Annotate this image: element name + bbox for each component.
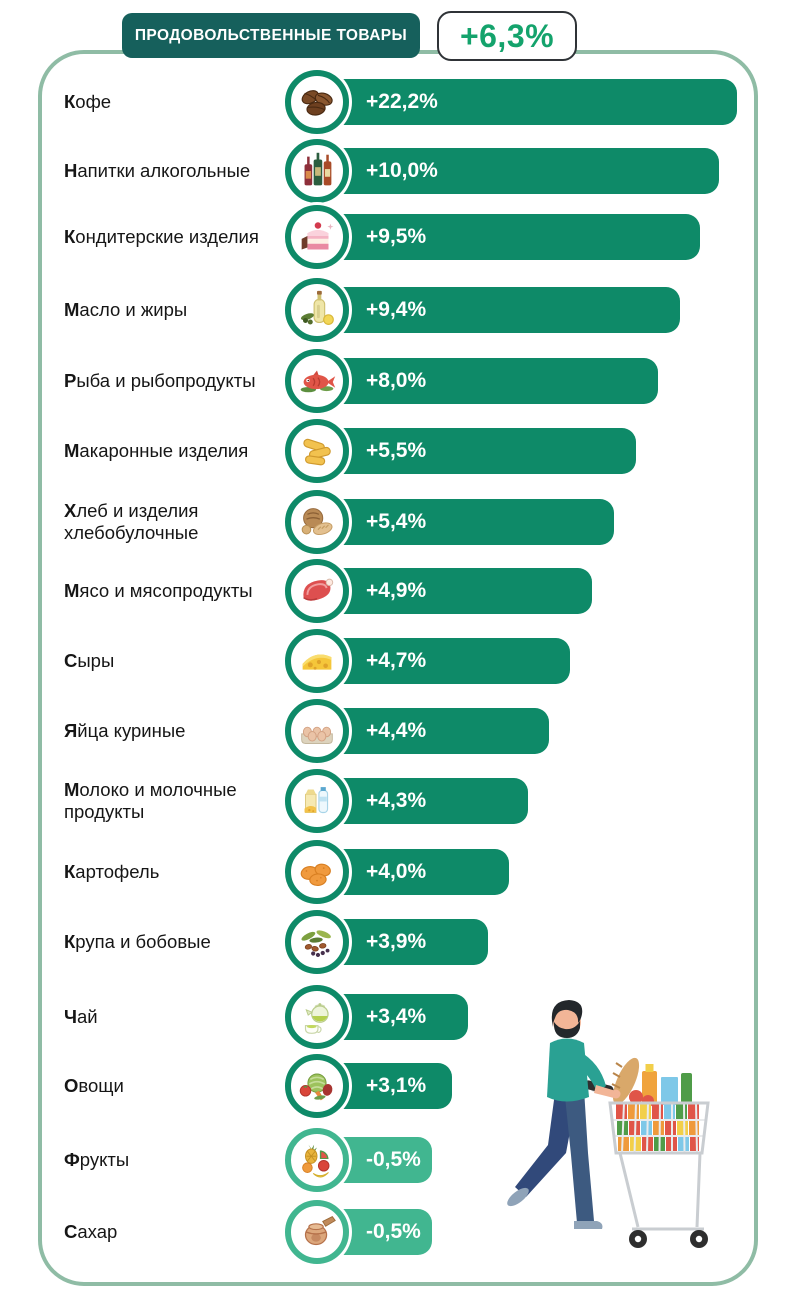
value-bar: +4,7% <box>330 638 570 684</box>
category-label-block: Чай <box>64 1006 299 1028</box>
alcohol-icon <box>285 139 349 203</box>
value-label: +10,0% <box>366 159 438 182</box>
value-label: +22,2% <box>366 90 438 113</box>
dairy-icon <box>285 769 349 833</box>
value-label: +4,0% <box>366 860 427 883</box>
value-label: +5,4% <box>366 510 427 533</box>
pasta-icon <box>285 419 349 483</box>
eggs-icon <box>285 699 349 763</box>
oils-icon <box>285 278 349 342</box>
category-label: Мясо и мясопродукты <box>64 580 253 601</box>
value-label: +9,4% <box>366 298 427 321</box>
category-label-block: Напитки алкогольные <box>64 160 299 182</box>
value-bar: +22,2% <box>330 79 737 125</box>
man-with-cart-image <box>507 1000 710 1248</box>
value-label: -0,5% <box>366 1220 421 1243</box>
category-label-block: Сахар <box>64 1221 299 1243</box>
chart-title-badge: ПРОДОВОЛЬСТВЕННЫЕ ТОВАРЫ <box>122 13 420 58</box>
category-label: Сахар <box>64 1221 118 1242</box>
value-label: +3,9% <box>366 930 427 953</box>
value-bar: +4,9% <box>330 568 592 614</box>
fruits-icon <box>285 1128 349 1192</box>
fish-icon <box>285 349 349 413</box>
category-label-block: Кондитерские изделия <box>64 226 299 248</box>
value-bar: +3,9% <box>330 919 488 965</box>
category-label-block: Яйца куриные <box>64 720 299 742</box>
value-bar: +5,5% <box>330 428 636 474</box>
value-bar: +4,3% <box>330 778 528 824</box>
value-bar: +8,0% <box>330 358 658 404</box>
value-bar: +10,0% <box>330 148 719 194</box>
vegetables-icon <box>285 1054 349 1118</box>
value-label: +4,7% <box>366 649 427 672</box>
value-bar: +4,0% <box>330 849 509 895</box>
value-label: +8,0% <box>366 369 427 392</box>
category-label-line2: продукты <box>64 801 145 822</box>
category-label-block: Масло и жиры <box>64 299 299 321</box>
value-bar: +3,1% <box>330 1063 452 1109</box>
category-label-block: Мясо и мясопродукты <box>64 580 299 602</box>
category-label: Кофе <box>64 91 112 112</box>
total-change-badge: +6,3% <box>437 11 577 61</box>
category-label-block: Овощи <box>64 1075 299 1097</box>
cheese-icon <box>285 629 349 693</box>
category-label: Фрукты <box>64 1149 130 1170</box>
category-label: Хлеб и изделия <box>64 500 199 521</box>
grains-icon <box>285 910 349 974</box>
value-label: +3,4% <box>366 1005 427 1028</box>
category-label-block: Сыры <box>64 650 299 672</box>
coffee-icon <box>285 70 349 134</box>
value-label: +4,4% <box>366 719 427 742</box>
confectionery-icon <box>285 205 349 269</box>
category-label-block: Крупа и бобовые <box>64 931 299 953</box>
category-label: Картофель <box>64 861 160 882</box>
category-label-block: Молоко и молочные продукты <box>64 779 299 823</box>
meat-icon <box>285 559 349 623</box>
tea-icon <box>285 985 349 1049</box>
category-label-block: Рыба и рыбопродукты <box>64 370 299 392</box>
potato-icon <box>285 840 349 904</box>
value-bar: +4,4% <box>330 708 549 754</box>
value-label: -0,5% <box>366 1148 421 1171</box>
category-label: Чай <box>64 1006 98 1027</box>
value-bar: +3,4% <box>330 994 468 1040</box>
category-label-block: Макаронные изделия <box>64 440 299 462</box>
shopper-illustration <box>500 985 750 1265</box>
bread-icon <box>285 490 349 554</box>
category-label: Крупа и бобовые <box>64 931 211 952</box>
category-label: Напитки алкогольные <box>64 160 251 181</box>
category-label-block: Картофель <box>64 861 299 883</box>
category-label: Яйца куриные <box>64 720 186 741</box>
category-label: Молоко и молочные <box>64 779 237 800</box>
sugar-icon <box>285 1200 349 1264</box>
total-change-value: +6,3% <box>459 17 555 54</box>
category-label-line2: хлебобулочные <box>64 522 199 543</box>
category-label-block: Фрукты <box>64 1149 299 1171</box>
value-bar: +9,5% <box>330 214 700 260</box>
category-label: Кондитерские изделия <box>64 226 259 247</box>
value-bar: +9,4% <box>330 287 680 333</box>
category-label: Масло и жиры <box>64 299 188 320</box>
value-label: +9,5% <box>366 225 427 248</box>
value-label: +5,5% <box>366 439 427 462</box>
category-label: Овощи <box>64 1075 124 1096</box>
category-label: Рыба и рыбопродукты <box>64 370 256 391</box>
value-label: +4,9% <box>366 579 427 602</box>
category-label: Сыры <box>64 650 115 671</box>
value-bar: +5,4% <box>330 499 614 545</box>
category-label-block: Кофе <box>64 91 299 113</box>
category-label-block: Хлеб и изделия хлебобулочные <box>64 500 299 544</box>
chart-title: ПРОДОВОЛЬСТВЕННЫЕ ТОВАРЫ <box>134 26 408 44</box>
category-label: Макаронные изделия <box>64 440 249 461</box>
value-label: +3,1% <box>366 1074 427 1097</box>
value-label: +4,3% <box>366 789 427 812</box>
